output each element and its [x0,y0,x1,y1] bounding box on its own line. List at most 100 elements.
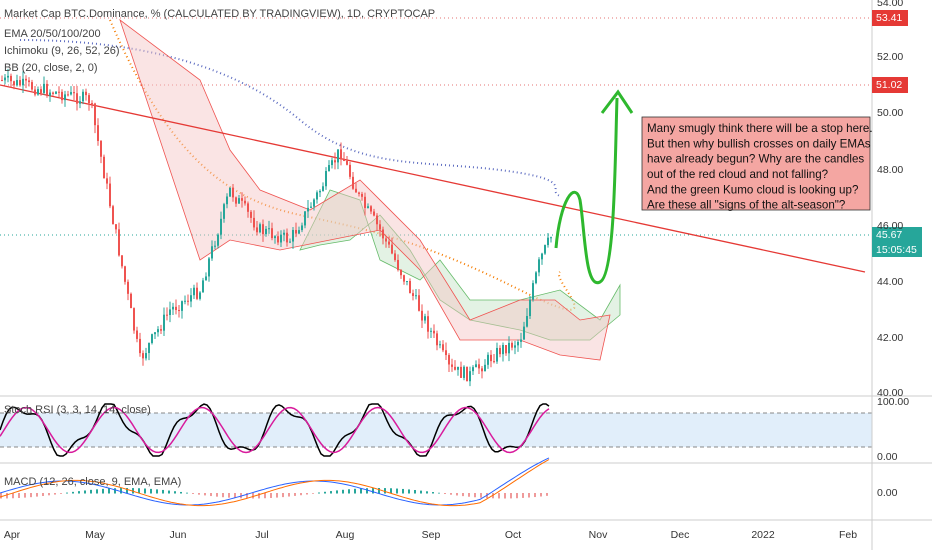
macd-histogram [96,489,98,494]
signal-line [0,459,550,507]
candle [304,211,306,226]
macd-histogram [300,493,302,496]
candle [466,366,468,382]
candle [376,215,378,225]
macd-histogram [360,488,362,494]
macd-histogram [504,493,506,499]
candle [130,293,132,309]
time-axis-label: Sep [422,529,441,541]
price-axis-label: 54.00 [877,0,903,9]
candle [112,206,114,225]
macd-histogram [264,493,266,499]
candle [139,338,141,354]
candle [202,280,204,293]
macd-histogram [162,489,164,494]
macd-histogram [6,493,8,499]
candle [262,224,264,235]
macd-histogram [210,493,212,497]
candle [16,80,18,86]
candle [289,241,291,243]
macd-histogram [174,491,176,494]
macd-histogram [84,490,86,494]
candle [442,344,444,351]
candle [142,353,144,359]
candle [490,354,492,362]
candle [247,203,249,212]
price-axis-label: 40.00 [877,387,903,399]
macd-histogram [366,488,368,494]
candle [301,225,303,231]
candle [403,275,405,282]
price-axis-label: 46.00 [877,220,903,232]
annotation-line: But then why bullish crosses on daily EM… [647,137,871,150]
macd-histogram [510,493,512,499]
macd-histogram [102,488,104,494]
candle [280,234,282,243]
candle [340,149,342,160]
candle [292,229,294,242]
candle [496,347,498,362]
candle [253,217,255,228]
candle [190,295,192,302]
macd-histogram [330,491,332,494]
candle [526,316,528,327]
macd-histogram [384,488,386,494]
macd-histogram [378,488,380,494]
macd-histogram [390,488,392,494]
macd-histogram [294,493,296,496]
candle [10,75,12,82]
candle [514,345,516,348]
candle [529,299,531,317]
candle [169,309,171,315]
candle [25,78,27,81]
candle [532,283,534,300]
candle [430,330,432,332]
macd-histogram [420,490,422,494]
candle [136,330,138,339]
price-tag-label: 51.02 [876,79,902,91]
macd-histogram [282,493,284,498]
stoch-axis: 0.00 [877,451,898,463]
candle [370,206,372,212]
candle [535,272,537,284]
time-axis-label: May [85,529,106,541]
candle [232,187,234,198]
macd-label: MACD (12, 26, close, 9, EMA, EMA) [4,476,181,488]
macd-histogram [90,489,92,494]
macd-histogram [540,493,542,497]
candle [316,192,318,200]
candle [499,347,501,355]
candle [313,199,315,207]
candle [271,228,273,239]
candle [217,234,219,246]
macd-histogram [192,493,194,494]
candle [274,236,276,239]
macd-histogram [426,491,428,494]
time-axis-label: Aug [336,529,355,541]
macd-histogram [312,493,314,494]
candle [70,92,72,95]
candle [7,75,9,78]
macd-histogram [246,493,248,499]
candle [40,89,42,93]
price-tag [872,227,922,257]
macd-histogram [156,489,158,494]
candle [448,355,450,365]
candle [97,125,99,141]
macd-histogram [528,493,530,498]
macd-histogram [402,488,404,494]
candles [1,68,552,387]
candle [46,83,48,96]
candle [73,92,75,94]
candle [31,82,33,90]
candle [175,306,177,311]
candle [382,229,384,239]
candle [172,306,174,310]
candle [4,77,6,81]
candle [520,339,522,342]
macd-axis: 0.00 [877,487,898,499]
candle [349,164,351,177]
candle [13,81,15,86]
candle [127,281,129,294]
